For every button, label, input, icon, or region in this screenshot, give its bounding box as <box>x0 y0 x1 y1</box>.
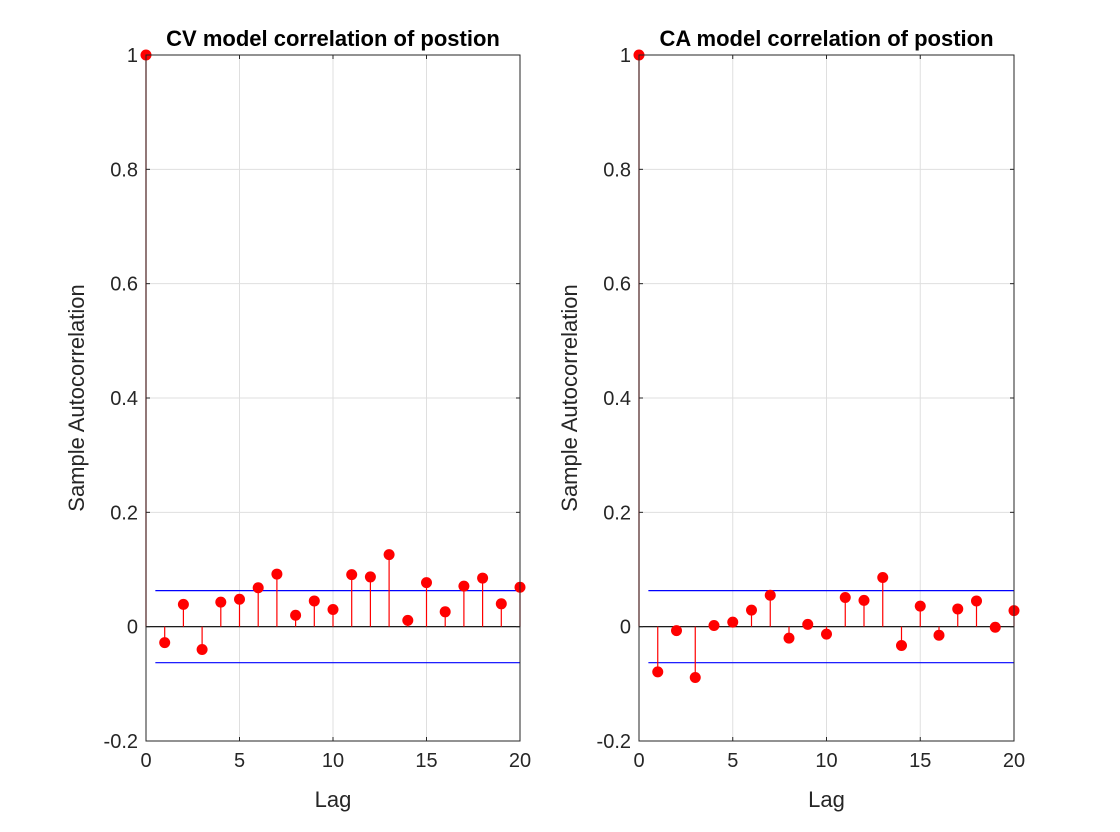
stem-marker <box>439 606 451 618</box>
x-tick-label: 5 <box>727 750 738 772</box>
stem-marker <box>689 672 701 684</box>
chart-title: CA model correlation of postion <box>659 26 993 51</box>
y-axis-label: Sample Autocorrelation <box>64 284 89 511</box>
y-tick-label: 1 <box>127 45 138 67</box>
x-tick-label: 0 <box>633 750 644 772</box>
x-tick-label: 10 <box>322 750 344 772</box>
y-tick-label: 0.6 <box>110 274 138 296</box>
stem-marker <box>495 598 507 610</box>
stem-marker <box>764 589 776 601</box>
y-tick-label: 0 <box>127 617 138 639</box>
x-tick-label: 20 <box>509 750 531 772</box>
stem-marker <box>821 628 832 640</box>
chart-title: CV model correlation of postion <box>166 26 500 51</box>
stem-marker <box>215 596 227 608</box>
stem-marker <box>896 640 907 652</box>
y-axis-label: Sample Autocorrelation <box>557 284 582 511</box>
y-tick-label: 0.2 <box>603 502 631 524</box>
stem-marker <box>271 568 283 580</box>
y-tick-label: 0.8 <box>110 159 138 181</box>
stem-marker <box>402 614 414 626</box>
stem-marker <box>708 620 720 632</box>
stem-marker <box>421 577 432 589</box>
y-tick-label: 0.8 <box>603 159 631 181</box>
stem-marker <box>952 603 964 615</box>
x-tick-label: 15 <box>415 750 437 772</box>
y-tick-label: 0.6 <box>603 274 631 296</box>
stem-marker <box>308 595 320 607</box>
stem-marker <box>727 616 739 628</box>
x-tick-label: 15 <box>909 750 931 772</box>
y-tick-label: 0.4 <box>603 388 631 410</box>
stem-marker <box>234 593 245 605</box>
y-tick-label: -0.2 <box>597 731 631 753</box>
stem-marker <box>159 637 171 649</box>
stem-marker <box>346 569 358 581</box>
stem-marker <box>196 644 208 656</box>
stem-marker <box>383 549 395 561</box>
stem-marker <box>783 632 795 644</box>
stem-marker <box>327 604 339 616</box>
stem-marker <box>671 625 682 637</box>
stem-marker <box>364 571 376 583</box>
stem-marker <box>652 666 664 678</box>
stem-marker <box>290 609 302 621</box>
stem-marker <box>933 629 945 641</box>
y-tick-label: 0.4 <box>110 388 138 410</box>
stem-marker <box>458 580 470 592</box>
stem-marker <box>971 595 982 607</box>
stem-marker <box>989 621 1001 633</box>
stem-marker <box>252 582 264 594</box>
y-tick-label: 0.2 <box>110 502 138 524</box>
stem-marker <box>858 594 870 606</box>
x-tick-label: 5 <box>234 750 245 772</box>
y-tick-label: -0.2 <box>104 731 138 753</box>
y-tick-label: 0 <box>620 617 631 639</box>
stem-marker <box>877 572 889 584</box>
stem-marker <box>746 604 757 616</box>
x-axis-label: Lag <box>808 787 845 812</box>
x-tick-label: 20 <box>1003 750 1025 772</box>
stem-marker <box>477 572 489 584</box>
stem-marker <box>839 592 851 604</box>
stem-marker <box>177 598 189 610</box>
x-tick-label: 0 <box>140 750 151 772</box>
x-tick-label: 10 <box>815 750 837 772</box>
stem-marker <box>802 618 814 630</box>
x-axis-label: Lag <box>315 787 352 812</box>
y-tick-label: 1 <box>620 45 631 67</box>
stem-marker <box>914 600 926 612</box>
